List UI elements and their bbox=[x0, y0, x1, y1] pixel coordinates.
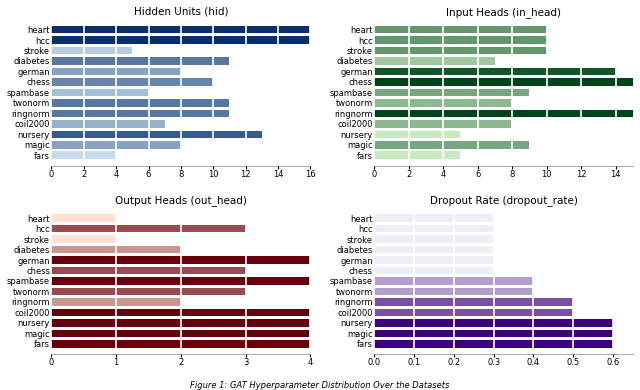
Bar bbox=[374, 277, 534, 285]
Bar bbox=[374, 47, 547, 54]
Bar bbox=[374, 225, 493, 232]
Bar bbox=[374, 141, 529, 149]
Bar bbox=[51, 225, 246, 232]
Bar bbox=[374, 68, 616, 75]
Bar bbox=[51, 36, 310, 44]
Bar bbox=[51, 277, 310, 285]
Bar bbox=[51, 256, 310, 264]
Bar bbox=[51, 298, 181, 306]
Bar bbox=[51, 308, 310, 316]
Bar bbox=[374, 340, 613, 347]
Bar bbox=[51, 319, 310, 327]
Bar bbox=[374, 131, 460, 138]
Bar bbox=[51, 57, 230, 65]
Title: Dropout Rate (dropout_rate): Dropout Rate (dropout_rate) bbox=[429, 195, 577, 206]
Bar bbox=[374, 26, 547, 33]
Bar bbox=[374, 246, 493, 254]
Title: Input Heads (in_head): Input Heads (in_head) bbox=[446, 7, 561, 18]
Bar bbox=[374, 99, 512, 106]
Bar bbox=[374, 36, 547, 44]
Bar bbox=[51, 131, 262, 138]
Bar bbox=[374, 120, 512, 128]
Bar bbox=[374, 57, 495, 65]
Bar bbox=[51, 340, 310, 347]
Bar bbox=[374, 110, 633, 117]
Bar bbox=[374, 215, 493, 222]
Bar bbox=[51, 99, 230, 106]
Bar bbox=[374, 256, 493, 264]
Bar bbox=[374, 89, 529, 96]
Bar bbox=[51, 110, 230, 117]
Bar bbox=[374, 288, 534, 295]
Bar bbox=[374, 308, 573, 316]
Bar bbox=[51, 89, 148, 96]
Bar bbox=[374, 319, 613, 327]
Bar bbox=[374, 330, 613, 337]
Text: Figure 1: GAT Hyperparameter Distribution Over the Datasets: Figure 1: GAT Hyperparameter Distributio… bbox=[190, 381, 450, 390]
Bar bbox=[51, 141, 181, 149]
Bar bbox=[51, 151, 116, 159]
Bar bbox=[51, 68, 181, 75]
Bar bbox=[51, 47, 132, 54]
Bar bbox=[51, 288, 246, 295]
Title: Output Heads (out_head): Output Heads (out_head) bbox=[115, 195, 247, 206]
Bar bbox=[374, 298, 573, 306]
Bar bbox=[374, 78, 633, 86]
Bar bbox=[51, 267, 246, 274]
Bar bbox=[51, 246, 181, 254]
Title: Hidden Units (hid): Hidden Units (hid) bbox=[134, 7, 228, 17]
Bar bbox=[51, 215, 116, 222]
Bar bbox=[51, 78, 213, 86]
Bar bbox=[374, 151, 460, 159]
Bar bbox=[374, 235, 493, 243]
Bar bbox=[51, 235, 116, 243]
Bar bbox=[51, 120, 164, 128]
Bar bbox=[374, 267, 493, 274]
Bar bbox=[51, 26, 310, 33]
Bar bbox=[51, 330, 310, 337]
